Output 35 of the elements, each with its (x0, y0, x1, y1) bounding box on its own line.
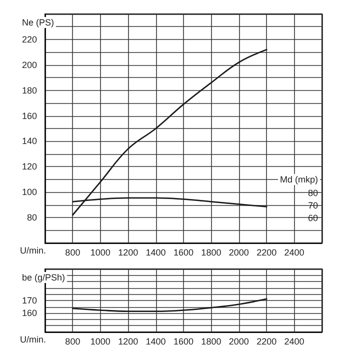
x-tick-label: 1600 (173, 336, 194, 346)
x-tick-label: 1200 (118, 336, 138, 346)
x-tick-label: 1600 (173, 248, 194, 258)
y2-axis-title: Md (mkp) (280, 174, 318, 184)
y-axis-title: Ne (PS) (22, 18, 54, 28)
x-tick-label: 1400 (146, 248, 166, 258)
x-axis-title: U/min. (20, 334, 46, 344)
x-axis-title: U/min. (20, 246, 46, 256)
y-tick-label: 100 (22, 187, 37, 198)
x-tick-label: 2000 (228, 336, 249, 346)
y-tick-label: 120 (22, 162, 37, 172)
y-tick-label: 80 (26, 212, 37, 223)
y-tick-label: 170 (22, 296, 37, 306)
x-tick-label: 2400 (284, 336, 304, 346)
line-series (72, 48, 268, 216)
x-tick-label: 1800 (201, 248, 222, 258)
x-tick-label: 2200 (256, 336, 277, 346)
x-tick-label: 2400 (284, 248, 304, 258)
y-tick-label: 160 (22, 110, 37, 121)
y-tick-label: 180 (22, 85, 37, 96)
x-tick-label: 800 (65, 336, 80, 346)
x-tick-label: 2000 (228, 248, 249, 258)
line-series (72, 298, 268, 312)
y-tick-label: 220 (22, 34, 37, 44)
y-tick-label: 140 (22, 136, 37, 146)
x-tick-label: 1800 (201, 336, 222, 346)
x-tick-label: 1000 (90, 248, 110, 258)
x-tick-label: 1400 (146, 336, 166, 346)
y-axis-title: be (g/PSh) (22, 272, 66, 282)
x-tick-label: 800 (65, 248, 80, 258)
x-tick-label: 1000 (90, 336, 110, 346)
y-tick-label: 200 (22, 60, 37, 70)
y-tick-label: 160 (22, 308, 37, 318)
x-tick-label: 1200 (118, 248, 138, 258)
x-tick-label: 2200 (256, 248, 277, 258)
